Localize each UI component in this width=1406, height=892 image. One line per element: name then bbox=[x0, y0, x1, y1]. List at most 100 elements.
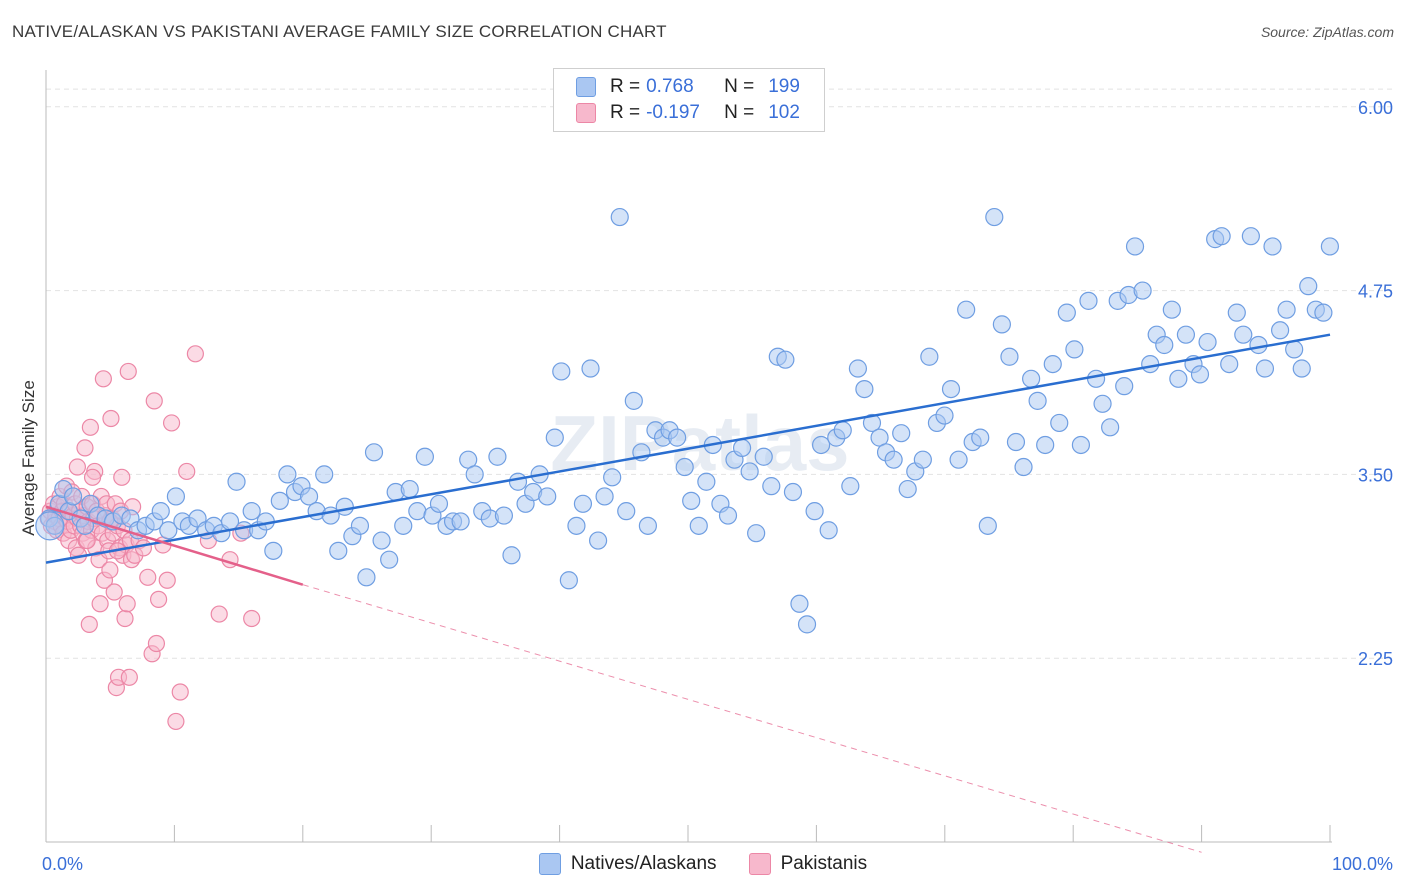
native-point bbox=[227, 472, 246, 491]
native-point bbox=[1155, 335, 1174, 355]
pakistani-point bbox=[76, 439, 94, 457]
native-point bbox=[624, 391, 643, 410]
legend-n-value: 199 bbox=[768, 76, 800, 97]
legend-r-label: R = bbox=[610, 76, 641, 97]
native-point bbox=[1212, 227, 1231, 246]
legend-swatch-blue bbox=[538, 853, 561, 875]
native-point bbox=[689, 516, 708, 535]
native-point bbox=[394, 516, 413, 535]
native-point bbox=[415, 447, 434, 466]
axes bbox=[45, 70, 1332, 843]
native-point bbox=[595, 487, 614, 506]
native-point bbox=[1125, 237, 1145, 256]
native-point bbox=[1220, 354, 1239, 374]
native-point bbox=[790, 594, 809, 613]
native-point bbox=[935, 406, 954, 425]
pakistani-point bbox=[139, 568, 157, 586]
native-point bbox=[1079, 291, 1098, 310]
native-point bbox=[1014, 457, 1033, 477]
pakistani-point bbox=[149, 590, 168, 608]
pakistani-point bbox=[78, 531, 96, 550]
native-point bbox=[992, 315, 1011, 334]
pakistani-point bbox=[147, 634, 166, 653]
native-point bbox=[892, 424, 911, 443]
native-point bbox=[545, 428, 564, 447]
native-point bbox=[913, 450, 932, 469]
native-point bbox=[1057, 303, 1076, 322]
native-point bbox=[1169, 369, 1188, 388]
pakistani-point bbox=[186, 345, 204, 363]
native-point bbox=[610, 207, 629, 227]
native-point bbox=[278, 465, 297, 484]
native-point bbox=[508, 472, 528, 491]
native-point bbox=[1093, 394, 1112, 413]
native-point bbox=[1227, 303, 1246, 322]
native-point bbox=[159, 521, 178, 540]
native-point bbox=[1249, 335, 1268, 355]
native-point bbox=[1006, 432, 1026, 452]
natives-trend-line bbox=[45, 333, 1331, 564]
native-point bbox=[805, 502, 824, 521]
native-point bbox=[898, 479, 917, 499]
native-point bbox=[1299, 277, 1318, 296]
native-point bbox=[299, 487, 319, 506]
native-point bbox=[1101, 418, 1120, 437]
native-point bbox=[985, 207, 1004, 227]
native-point bbox=[1141, 354, 1160, 374]
native-point bbox=[1263, 237, 1282, 256]
native-point bbox=[429, 494, 449, 513]
native-point bbox=[638, 516, 657, 535]
native-point bbox=[357, 568, 376, 587]
native-point bbox=[488, 447, 507, 466]
native-point bbox=[1190, 365, 1210, 384]
native-point bbox=[1043, 354, 1062, 374]
native-point bbox=[603, 468, 622, 487]
watermark: ZIPatlas bbox=[550, 399, 849, 487]
legend-item-natives[interactable]: Natives/Alaskans bbox=[538, 853, 717, 875]
pakistani-point bbox=[171, 683, 189, 701]
y-tick-label: 6.00 bbox=[1358, 98, 1393, 118]
native-point bbox=[573, 494, 593, 513]
native-point bbox=[45, 516, 64, 535]
native-point bbox=[242, 502, 261, 521]
native-point bbox=[380, 550, 399, 569]
native-point bbox=[364, 443, 384, 462]
native-point bbox=[978, 516, 997, 535]
pakistani-point bbox=[243, 609, 261, 628]
native-point bbox=[1234, 325, 1253, 344]
native-point bbox=[819, 521, 838, 540]
native-point bbox=[848, 359, 868, 378]
native-point bbox=[465, 465, 484, 484]
native-point bbox=[1065, 340, 1084, 359]
native-point bbox=[841, 477, 860, 496]
pakistani-point bbox=[81, 418, 99, 436]
native-point bbox=[400, 479, 419, 499]
native-point bbox=[1115, 377, 1134, 396]
native-point bbox=[732, 438, 752, 458]
native-point bbox=[329, 541, 348, 560]
native-point bbox=[63, 487, 83, 506]
native-point bbox=[1036, 435, 1055, 455]
legend-item-pakistanis[interactable]: Pakistanis bbox=[748, 853, 867, 875]
legend-n-label: N = bbox=[724, 76, 755, 97]
pakistanis-trend-extension bbox=[302, 584, 1202, 853]
pakistani-point bbox=[120, 668, 138, 686]
pakistani-point bbox=[68, 458, 86, 476]
pakistani-point bbox=[102, 409, 120, 428]
native-point bbox=[264, 541, 283, 560]
native-point bbox=[1000, 347, 1019, 366]
pakistani-point bbox=[105, 583, 123, 601]
native-point bbox=[957, 300, 976, 319]
native-point bbox=[166, 487, 186, 506]
native-point bbox=[718, 506, 738, 525]
native-point bbox=[833, 421, 852, 440]
y-tick-label: 3.50 bbox=[1358, 465, 1393, 485]
native-point bbox=[1314, 303, 1333, 322]
native-point bbox=[941, 379, 961, 399]
native-point bbox=[1277, 300, 1296, 319]
native-point bbox=[668, 428, 687, 447]
native-point bbox=[1255, 359, 1275, 378]
native-point bbox=[559, 571, 578, 590]
native-point bbox=[747, 524, 766, 543]
legend-row-natives: R = 0.768 N = 199 bbox=[576, 74, 800, 100]
